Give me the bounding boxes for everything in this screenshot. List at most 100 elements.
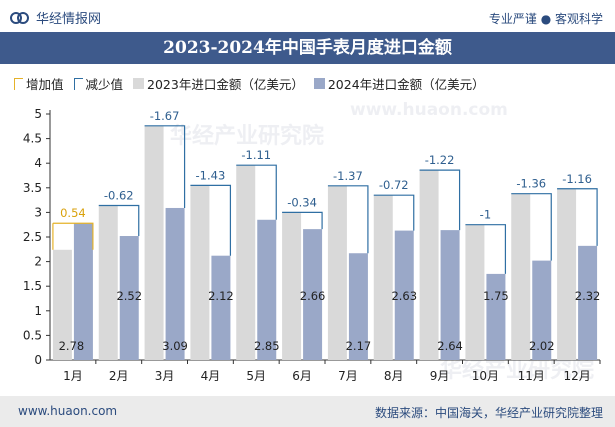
y-tick-label: 1 bbox=[34, 304, 42, 318]
bar-2023 bbox=[236, 165, 256, 360]
series-2023-swatch-icon bbox=[133, 78, 145, 89]
increase-label: 0.54 bbox=[60, 206, 86, 220]
y-tick-label: 3 bbox=[34, 205, 42, 219]
bar-2024 bbox=[119, 236, 139, 360]
bar-2024 bbox=[532, 260, 552, 360]
bar-2023 bbox=[52, 249, 72, 360]
bar-2023 bbox=[557, 188, 577, 360]
x-tick-label: 5月 bbox=[246, 369, 266, 383]
bar-2023 bbox=[98, 205, 118, 360]
bar-2024 bbox=[211, 255, 231, 360]
brand-logo-icon bbox=[10, 11, 29, 24]
series-2024-swatch-icon bbox=[313, 78, 325, 89]
bar-2024-value-label: 2.17 bbox=[346, 339, 372, 353]
decrease-label: -1.36 bbox=[516, 177, 546, 191]
bar-2024 bbox=[578, 245, 598, 360]
bar-2024-value-label: 2.66 bbox=[300, 289, 326, 303]
top-bar: 华经情报网 专业严谨 ● 客观科学 bbox=[0, 0, 615, 34]
x-tick-label: 7月 bbox=[338, 369, 358, 383]
x-tick-label: 9月 bbox=[430, 369, 450, 383]
decrease-label: -1.43 bbox=[196, 168, 226, 182]
brand-tagline: 专业严谨 ● 客观科学 bbox=[488, 12, 603, 26]
x-tick-label: 11月 bbox=[518, 369, 545, 383]
decrease-bracket bbox=[465, 224, 507, 274]
y-tick-label: 2.5 bbox=[23, 230, 42, 244]
increase-bracket bbox=[52, 222, 94, 250]
y-tick-label: 0.5 bbox=[23, 328, 42, 342]
bar-2023 bbox=[465, 224, 485, 360]
decrease-label: -0.62 bbox=[104, 189, 134, 203]
decrease-bracket bbox=[557, 188, 598, 246]
x-tick-label: 10月 bbox=[472, 369, 499, 383]
bar-2023 bbox=[190, 185, 210, 360]
legend-item-decrease: 减少值 bbox=[73, 74, 124, 93]
bar-2024-value-label: 2.78 bbox=[59, 339, 85, 353]
decrease-bracket bbox=[144, 125, 186, 208]
decrease-bracket bbox=[282, 211, 323, 230]
bar-2024 bbox=[394, 230, 414, 360]
legend-item-2024: 2024年进口金额（亿美元） bbox=[313, 74, 485, 93]
x-tick-label: 1月 bbox=[63, 369, 83, 383]
chart-legend: 增加值 减少值 2023年进口金额（亿美元） 2024年进口金额（亿美元） bbox=[14, 74, 495, 93]
y-tick-label: 4 bbox=[34, 156, 42, 170]
bar-2024-value-label: 2.64 bbox=[437, 339, 463, 353]
bar-2023 bbox=[373, 195, 393, 360]
legend-label-2024: 2024年进口金额（亿美元） bbox=[327, 77, 485, 92]
decrease-bracket bbox=[190, 184, 232, 256]
bar-2023 bbox=[511, 193, 531, 360]
decrease-label: -1.22 bbox=[425, 153, 455, 167]
bar-2024 bbox=[440, 230, 460, 360]
x-tick-label: 3月 bbox=[155, 369, 175, 383]
bar-2024-value-label: 2.32 bbox=[575, 289, 601, 303]
bar-2024 bbox=[348, 253, 368, 360]
bar-2024 bbox=[73, 223, 93, 360]
bar-2024-value-label: 2.12 bbox=[208, 289, 234, 303]
decrease-label: -0.34 bbox=[287, 195, 317, 209]
y-tick-label: 3.5 bbox=[23, 181, 42, 195]
x-tick-label: 2月 bbox=[109, 369, 129, 383]
decrease-label: -0.72 bbox=[379, 178, 409, 192]
decrease-label: -1.11 bbox=[241, 148, 271, 162]
footer-source: 数据来源：中国海关，华经产业研究院整理 bbox=[374, 406, 603, 420]
y-tick-label: 0 bbox=[34, 353, 42, 367]
decrease-swatch-icon bbox=[73, 77, 83, 90]
bar-2024-value-label: 1.75 bbox=[483, 289, 509, 303]
bar-2024 bbox=[303, 229, 323, 360]
bar-2024 bbox=[257, 219, 277, 360]
bar-2024-value-label: 3.09 bbox=[162, 339, 188, 353]
bar-2023 bbox=[327, 185, 347, 360]
bar-2024 bbox=[486, 273, 506, 360]
y-tick-label: 4.5 bbox=[23, 132, 42, 146]
brand-name: 华经情报网 bbox=[36, 12, 102, 27]
bar-2023 bbox=[144, 125, 164, 360]
bar-2023 bbox=[282, 212, 302, 360]
bar-2024-value-label: 2.85 bbox=[254, 339, 280, 353]
legend-item-increase: 增加值 bbox=[14, 74, 64, 93]
x-tick-label: 12月 bbox=[563, 369, 590, 383]
decrease-label: -1.67 bbox=[150, 109, 180, 123]
bar-2024-value-label: 2.63 bbox=[391, 289, 417, 303]
legend-item-2023: 2023年进口金额（亿美元） bbox=[133, 74, 304, 93]
increase-swatch-icon bbox=[14, 77, 23, 90]
y-tick-label: 5 bbox=[34, 107, 42, 121]
bar-chart: 0 0.5 1 1.5 2 2.5 3 3.5 4 4.5 5 0.54 2.78 1月 -0.62 2.52… bbox=[23, 107, 601, 383]
brand: 华经情报网 bbox=[10, 8, 101, 27]
decrease-bracket bbox=[98, 204, 140, 237]
legend-label-2023: 2023年进口金额（亿美元） bbox=[147, 77, 304, 92]
bar-2023 bbox=[419, 170, 439, 360]
decrease-bracket bbox=[373, 194, 415, 231]
legend-label-decrease: 减少值 bbox=[85, 77, 124, 92]
title-bar: 2023-2024年中国手表月度进口金额 bbox=[0, 32, 615, 64]
legend-label-increase: 增加值 bbox=[26, 77, 64, 92]
y-tick-label: 2 bbox=[34, 255, 42, 269]
decrease-label: -1.37 bbox=[333, 169, 363, 183]
x-tick-label: 6月 bbox=[292, 369, 312, 383]
footer-url: www.huaon.com bbox=[18, 404, 118, 418]
decrease-bracket bbox=[327, 185, 369, 254]
decrease-label: -1 bbox=[480, 208, 491, 222]
decrease-bracket bbox=[419, 169, 461, 231]
decrease-bracket bbox=[511, 193, 552, 261]
decrease-bracket bbox=[236, 164, 277, 220]
decrease-label: -1.16 bbox=[562, 172, 592, 186]
footer: www.huaon.com 数据来源：中国海关，华经产业研究院整理 bbox=[0, 396, 615, 427]
